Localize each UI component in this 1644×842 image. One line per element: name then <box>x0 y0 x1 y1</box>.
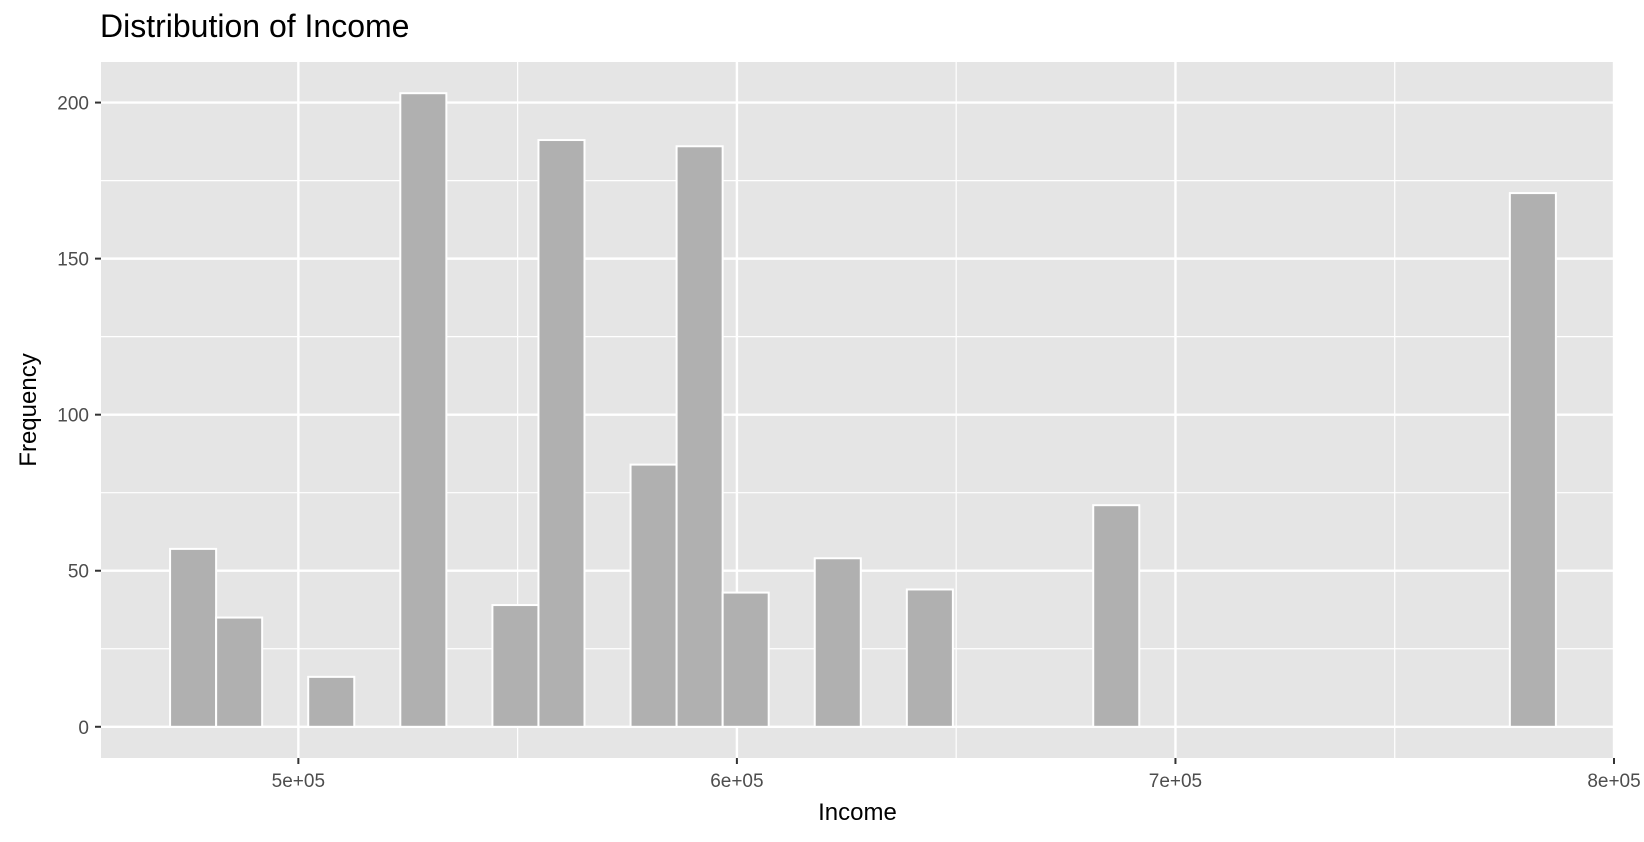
chart-title: Distribution of Income <box>100 8 410 44</box>
y-tick-label: 0 <box>78 718 89 739</box>
histogram-bar <box>399 92 448 728</box>
histogram-bar <box>169 547 218 728</box>
bars <box>169 92 1557 728</box>
x-tick-label: 6e+05 <box>710 771 763 792</box>
histogram-bar <box>491 604 540 728</box>
histogram-bar <box>675 145 724 728</box>
histogram-bar <box>307 675 356 728</box>
histogram-bar <box>813 557 862 728</box>
y-tick-label: 100 <box>57 406 89 427</box>
histogram-bar <box>1092 504 1141 728</box>
histogram-bar <box>1508 192 1557 728</box>
x-tick-label: 5e+05 <box>272 771 325 792</box>
histogram-bar <box>721 591 770 728</box>
histogram-bar <box>905 588 954 728</box>
y-tick-label: 150 <box>57 250 89 271</box>
histogram-bar <box>215 616 264 728</box>
x-tick-label: 7e+05 <box>1149 771 1202 792</box>
y-tick-label: 200 <box>57 94 89 115</box>
histogram-bar <box>629 463 678 728</box>
histogram-bar <box>537 139 586 728</box>
x-axis-title: Income <box>818 799 897 826</box>
axes: 0 50 100 150 200 5e+05 6e+05 7e+05 8e+05 <box>57 94 1640 792</box>
x-tick-label: 8e+05 <box>1587 771 1640 792</box>
y-tick-label: 50 <box>68 562 89 583</box>
y-axis-title: Frequency <box>15 353 42 466</box>
